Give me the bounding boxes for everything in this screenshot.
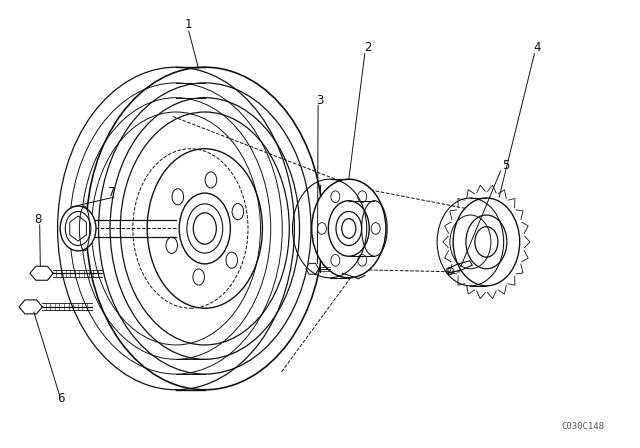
Ellipse shape: [60, 206, 96, 251]
Text: 1: 1: [185, 18, 193, 31]
Text: 8: 8: [35, 213, 42, 226]
Text: 2: 2: [364, 40, 372, 54]
Text: 5: 5: [502, 159, 509, 172]
Text: 4: 4: [534, 40, 541, 54]
Ellipse shape: [453, 198, 520, 286]
Ellipse shape: [312, 179, 386, 278]
Text: 3: 3: [316, 94, 324, 108]
Text: C030C148: C030C148: [562, 422, 605, 431]
Text: 7: 7: [108, 186, 116, 199]
Text: 6: 6: [57, 392, 65, 405]
